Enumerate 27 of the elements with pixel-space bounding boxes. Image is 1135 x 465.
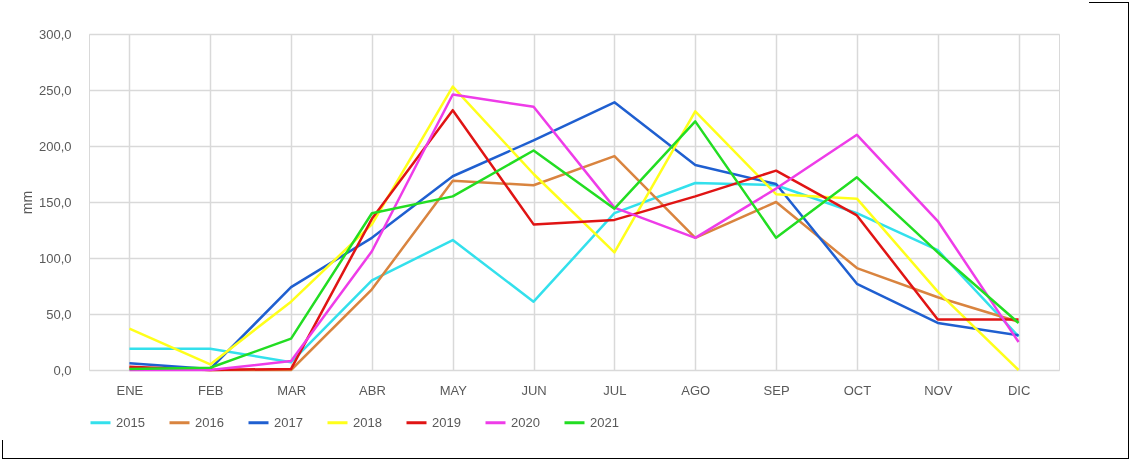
- x-tick-label: ABR: [359, 382, 386, 398]
- y-tick-label: 150,0: [38, 194, 72, 210]
- legend-label: 2020: [511, 414, 540, 430]
- legend-label: 2016: [195, 414, 224, 430]
- y-tick-label: 300,0: [38, 26, 72, 42]
- y-axis-title: mm: [18, 190, 35, 215]
- x-tick-label: FEB: [198, 382, 224, 398]
- x-tick-label: AGO: [681, 382, 711, 398]
- legend-label: 2021: [590, 414, 619, 430]
- x-tick-label: JUN: [521, 382, 547, 398]
- x-tick-label: DIC: [1007, 382, 1031, 398]
- legend-label: 2015: [116, 414, 145, 430]
- y-tick-label: 200,0: [38, 138, 72, 154]
- x-tick-label: NOV: [924, 382, 953, 398]
- x-tick-label: ENE: [116, 382, 144, 398]
- x-tick-label: MAY: [439, 382, 468, 398]
- legend-label: 2017: [274, 414, 303, 430]
- x-tick-label: SEP: [763, 382, 790, 398]
- y-tick-label: 100,0: [38, 250, 72, 266]
- x-tick-label: MAR: [277, 382, 307, 398]
- legend-label: 2018: [353, 414, 382, 430]
- x-tick-label: OCT: [843, 382, 872, 398]
- y-tick-label: 0,0: [53, 362, 72, 378]
- y-tick-label: 250,0: [38, 82, 72, 98]
- y-tick-label: 50,0: [46, 306, 72, 322]
- x-tick-label: JUL: [603, 382, 627, 398]
- legend-label: 2019: [432, 414, 461, 430]
